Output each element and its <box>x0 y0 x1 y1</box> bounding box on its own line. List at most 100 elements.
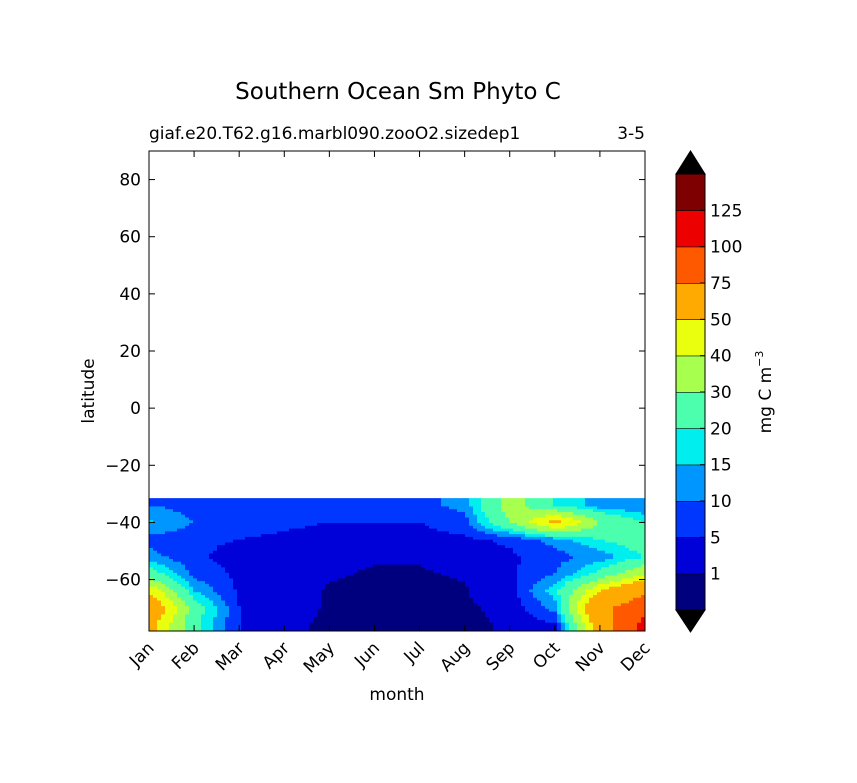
heatmap-cell <box>213 545 218 549</box>
heatmap-cell <box>561 511 566 516</box>
heatmap-cell <box>501 606 506 610</box>
heatmap-cell <box>505 520 510 524</box>
heatmap-cell <box>265 536 270 541</box>
heatmap-cell <box>521 545 526 549</box>
heatmap-cell <box>609 542 614 546</box>
heatmap-cell <box>269 586 274 591</box>
heatmap-cell <box>485 600 490 604</box>
heatmap-cell <box>397 500 402 505</box>
heatmap-cell <box>301 575 306 580</box>
heatmap-cell <box>233 536 238 541</box>
heatmap-cell <box>345 545 350 549</box>
heatmap-cell <box>349 509 354 513</box>
heatmap-cell <box>497 523 502 527</box>
heatmap-cell <box>201 597 206 602</box>
heatmap-cell <box>249 498 254 502</box>
heatmap-cell <box>161 578 166 582</box>
heatmap-cell <box>505 586 510 591</box>
heatmap-cell <box>441 547 446 552</box>
heatmap-cell <box>429 597 434 602</box>
heatmap-cell <box>309 550 314 555</box>
heatmap-cell <box>297 528 302 532</box>
heatmap-cell <box>613 514 618 519</box>
heatmap-cell <box>477 536 482 541</box>
heatmap-cell <box>605 506 610 510</box>
heatmap-cell <box>409 589 414 593</box>
heatmap-cell <box>465 509 470 513</box>
heatmap-cell <box>413 536 418 541</box>
heatmap-cell <box>333 581 338 585</box>
heatmap-cell <box>197 531 202 535</box>
heatmap-cell <box>565 570 570 574</box>
heatmap-cell <box>341 567 346 571</box>
heatmap-cell <box>229 559 234 563</box>
heatmap-cell <box>605 503 610 508</box>
heatmap-cell <box>209 606 214 610</box>
heatmap-cell <box>441 520 446 524</box>
heatmap-cell <box>249 586 254 591</box>
heatmap-cell <box>589 517 594 521</box>
heatmap-cell <box>621 525 626 530</box>
heatmap-cell <box>297 517 302 521</box>
heatmap-cell <box>561 528 566 532</box>
heatmap-cell <box>537 545 542 549</box>
heatmap-cell <box>329 559 334 563</box>
heatmap-cell <box>257 606 262 610</box>
heatmap-cell <box>549 570 554 574</box>
heatmap-cell <box>509 581 514 585</box>
heatmap-cell <box>601 586 606 591</box>
heatmap-cell <box>309 606 314 610</box>
heatmap-cell <box>561 567 566 571</box>
heatmap-cell <box>425 523 430 527</box>
heatmap-cell <box>169 606 174 610</box>
heatmap-cell <box>165 559 170 563</box>
heatmap-cell <box>485 517 490 521</box>
heatmap-cell <box>497 545 502 549</box>
heatmap-cell <box>189 531 194 535</box>
heatmap-cell <box>189 581 194 585</box>
heatmap-cell <box>189 545 194 549</box>
heatmap-cell <box>597 553 602 557</box>
heatmap-cell <box>537 600 542 604</box>
heatmap-cell <box>553 589 558 593</box>
heatmap-cell <box>333 606 338 610</box>
heatmap-cell <box>181 500 186 505</box>
heatmap-cell <box>541 575 546 580</box>
heatmap-cell <box>189 520 194 524</box>
heatmap-cell <box>309 553 314 557</box>
heatmap-cell <box>497 606 502 610</box>
heatmap-cell <box>469 603 474 607</box>
heatmap-cell <box>281 595 286 599</box>
heatmap-cell <box>305 606 310 610</box>
heatmap-cell <box>537 531 542 535</box>
heatmap-cell <box>201 583 206 588</box>
heatmap-cell <box>625 578 630 582</box>
heatmap-cell <box>153 503 158 508</box>
heatmap-cell <box>537 528 542 532</box>
heatmap-cell <box>241 572 246 577</box>
heatmap-cell <box>469 509 474 513</box>
heatmap-cell <box>549 600 554 604</box>
heatmap-cell <box>469 531 474 535</box>
heatmap-cell <box>569 606 574 610</box>
heatmap-cell <box>569 592 574 596</box>
heatmap-cell <box>285 514 290 519</box>
heatmap-cell <box>293 586 298 591</box>
heatmap-cell <box>285 592 290 596</box>
heatmap-cell <box>449 606 454 610</box>
heatmap-cell <box>569 500 574 505</box>
heatmap-cell <box>181 597 186 602</box>
heatmap-cell <box>237 570 242 574</box>
heatmap-cell <box>245 520 250 524</box>
heatmap-cell <box>329 531 334 535</box>
heatmap-cell <box>485 572 490 577</box>
heatmap-cell <box>621 534 626 538</box>
heatmap-cell <box>541 534 546 538</box>
heatmap-cell <box>485 589 490 593</box>
heatmap-cell <box>533 542 538 546</box>
heatmap-cell <box>457 525 462 530</box>
heatmap-cell <box>425 520 430 524</box>
heatmap-cell <box>349 498 354 502</box>
heatmap-cell <box>577 570 582 574</box>
heatmap-cell <box>441 500 446 505</box>
